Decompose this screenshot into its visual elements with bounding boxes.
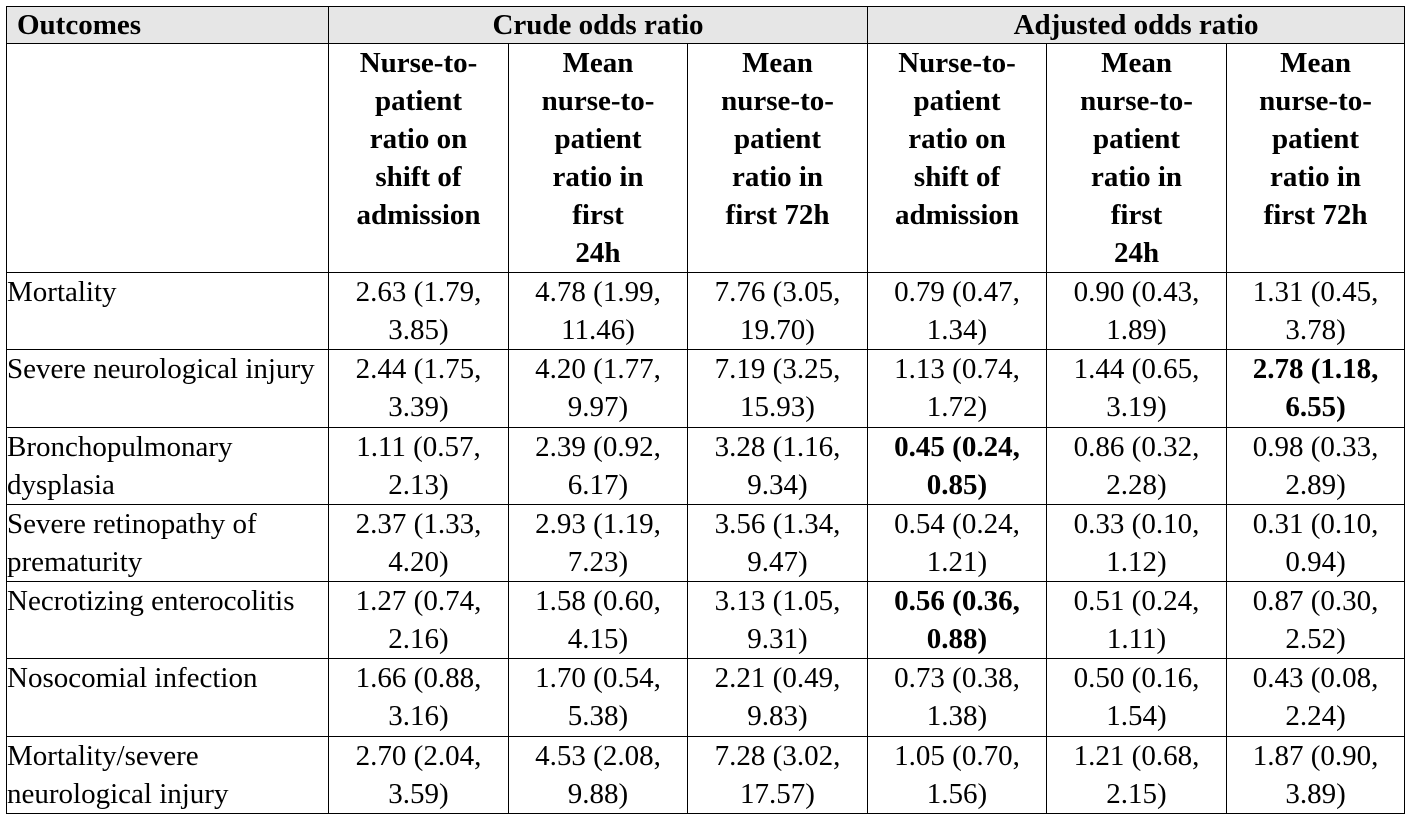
odds-ratio-cell: 1.27 (0.74, 2.16) bbox=[328, 581, 509, 660]
odds-ratio-cell: 0.56 (0.36, 0.88) bbox=[867, 581, 1048, 660]
outcome-cell: Mortality/severe neurological injury bbox=[6, 735, 329, 815]
odds-ratio-cell: 1.66 (0.88, 3.16) bbox=[328, 658, 509, 737]
outcome-cell: Necrotizing enterocolitis bbox=[6, 581, 329, 660]
odds-ratio-cell: 1.31 (0.45, 3.78) bbox=[1226, 271, 1406, 351]
crude-first-72h-header: Mean nurse-to-patient ratio in first 72h bbox=[686, 43, 869, 273]
adjusted-shift-of-admission-header: Nurse-to-patient ratio on shift of admissio… bbox=[867, 43, 1048, 273]
crude-odds-ratio-header: Crude odds ratio bbox=[327, 6, 869, 44]
odds-ratio-cell: 1.58 (0.60, 4.15) bbox=[508, 581, 688, 660]
odds-ratio-cell: 2.39 (0.92, 6.17) bbox=[508, 426, 688, 505]
odds-ratio-cell: 0.79 (0.47, 1.34) bbox=[867, 271, 1048, 351]
odds-ratio-cell: 3.13 (1.05, 9.31) bbox=[686, 581, 869, 660]
table-row: Nosocomial infection 1.66 (0.88, 3.16) 1.7… bbox=[6, 658, 1406, 737]
outcome-cell: Severe neurological injury bbox=[6, 349, 329, 428]
odds-ratio-cell: 2.70 (2.04, 3.59) bbox=[328, 735, 509, 815]
table-row: Severe neurological injury 2.44 (1.75, 3.… bbox=[6, 349, 1406, 428]
group-header-row: Outcomes Crude odds ratio Adjusted odds … bbox=[6, 6, 1406, 44]
odds-ratio-cell: 0.43 (0.08, 2.24) bbox=[1226, 658, 1406, 737]
odds-ratio-cell: 1.13 (0.74, 1.72) bbox=[867, 349, 1048, 428]
outcome-cell: Mortality bbox=[6, 271, 329, 351]
odds-ratio-cell: 0.51 (0.24, 1.11) bbox=[1046, 581, 1228, 660]
odds-ratio-cell: 0.73 (0.38, 1.38) bbox=[867, 658, 1048, 737]
table-row: Necrotizing enterocolitis 1.27 (0.74, 2.1… bbox=[6, 581, 1406, 660]
odds-ratio-cell: 4.53 (2.08, 9.88) bbox=[508, 735, 688, 815]
odds-ratio-cell: 1.11 (0.57, 2.13) bbox=[328, 426, 509, 505]
crude-shift-of-admission-header: Nurse-to-patient ratio on shift of admissio… bbox=[328, 43, 509, 273]
odds-ratio-cell: 0.33 (0.10, 1.12) bbox=[1046, 503, 1228, 583]
outcomes-header: Outcomes bbox=[6, 6, 329, 44]
odds-ratio-cell: 1.70 (0.54, 5.38) bbox=[508, 658, 688, 737]
crude-first-24h-header: Mean nurse-to-patient ratio in first 24h bbox=[508, 43, 688, 273]
outcome-cell: Bronchopulmonary dysplasia bbox=[6, 426, 329, 505]
odds-ratio-cell: 2.44 (1.75, 3.39) bbox=[328, 349, 509, 428]
odds-ratio-cell: 1.87 (0.90, 3.89) bbox=[1226, 735, 1406, 815]
table-row: Bronchopulmonary dysplasia 1.11 (0.57, 2.… bbox=[6, 426, 1406, 505]
outcome-cell: Severe retinopathy of prematurity bbox=[6, 503, 329, 583]
outcome-cell: Nosocomial infection bbox=[6, 658, 329, 737]
odds-ratio-cell: 3.56 (1.34, 9.47) bbox=[686, 503, 869, 583]
adjusted-first-24h-header: Mean nurse-to-patient ratio in first 24h bbox=[1046, 43, 1228, 273]
adjusted-odds-ratio-header: Adjusted odds ratio bbox=[867, 6, 1406, 44]
odds-ratio-cell: 0.98 (0.33, 2.89) bbox=[1226, 426, 1406, 505]
odds-ratio-cell: 0.87 (0.30, 2.52) bbox=[1226, 581, 1406, 660]
odds-ratio-cell: 4.78 (1.99, 11.46) bbox=[508, 271, 688, 351]
adjusted-first-72h-header: Mean nurse-to-patient ratio in first 72h bbox=[1226, 43, 1406, 273]
odds-ratio-cell: 1.21 (0.68, 2.15) bbox=[1046, 735, 1228, 815]
odds-ratio-cell: 0.90 (0.43, 1.89) bbox=[1046, 271, 1228, 351]
odds-ratio-cell: 7.76 (3.05, 19.70) bbox=[686, 271, 869, 351]
odds-ratio-cell: 2.37 (1.33, 4.20) bbox=[328, 503, 509, 583]
odds-ratio-cell: 7.28 (3.02, 17.57) bbox=[686, 735, 869, 815]
outcomes-subheader-blank bbox=[6, 43, 329, 273]
odds-ratio-cell: 1.44 (0.65, 3.19) bbox=[1046, 349, 1228, 428]
subheader-row: Nurse-to-patient ratio on shift of admissio… bbox=[6, 43, 1406, 273]
table-row: Mortality/severe neurological injury 2.70… bbox=[6, 735, 1406, 815]
odds-ratio-cell: 2.93 (1.19, 7.23) bbox=[508, 503, 688, 583]
odds-ratio-table: Outcomes Crude odds ratio Adjusted odds … bbox=[6, 6, 1406, 815]
odds-ratio-cell: 2.21 (0.49, 9.83) bbox=[686, 658, 869, 737]
odds-ratio-cell: 3.28 (1.16, 9.34) bbox=[686, 426, 869, 505]
odds-ratio-cell: 4.20 (1.77, 9.97) bbox=[508, 349, 688, 428]
odds-ratio-cell: 2.63 (1.79, 3.85) bbox=[328, 271, 509, 351]
table-row: Mortality 2.63 (1.79, 3.85) 4.78 (1.99, 11… bbox=[6, 271, 1406, 351]
odds-ratio-cell: 0.31 (0.10, 0.94) bbox=[1226, 503, 1406, 583]
table-body: Mortality 2.63 (1.79, 3.85) 4.78 (1.99, 11… bbox=[6, 271, 1406, 815]
odds-ratio-cell: 0.86 (0.32, 2.28) bbox=[1046, 426, 1228, 505]
odds-ratio-cell: 2.78 (1.18, 6.55) bbox=[1226, 349, 1406, 428]
odds-ratio-cell: 0.45 (0.24, 0.85) bbox=[867, 426, 1048, 505]
odds-ratio-cell: 0.50 (0.16, 1.54) bbox=[1046, 658, 1228, 737]
table-row: Severe retinopathy of prematurity 2.37 (1… bbox=[6, 503, 1406, 583]
odds-ratio-cell: 7.19 (3.25, 15.93) bbox=[686, 349, 869, 428]
odds-ratio-cell: 0.54 (0.24, 1.21) bbox=[867, 503, 1048, 583]
odds-ratio-cell: 1.05 (0.70, 1.56) bbox=[867, 735, 1048, 815]
